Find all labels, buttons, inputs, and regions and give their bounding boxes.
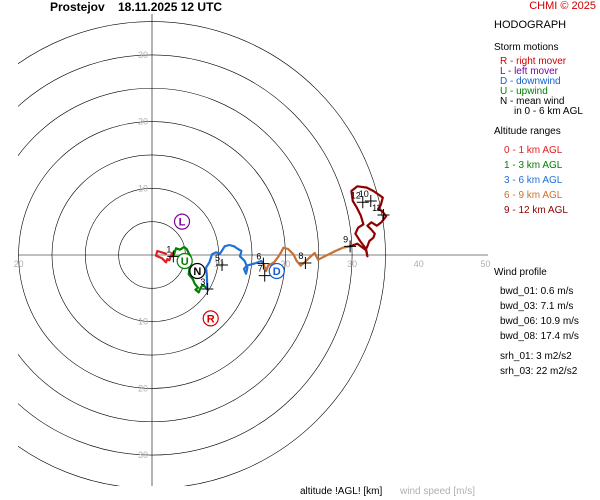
altitude-mark-label: 6: [256, 252, 261, 262]
altitude-mark-cross: [364, 194, 377, 207]
altitude-legend-item: 1 - 3 km AGL: [504, 160, 563, 171]
altitude-mark-cross: [201, 283, 214, 296]
altitude-legend-item: 0 - 1 km AGL: [504, 145, 563, 156]
storm-marker-circle: [189, 262, 206, 280]
altitude-mark-cross: [299, 257, 312, 270]
y-tick-label: 10: [138, 183, 148, 193]
storm-marker-label: D: [273, 266, 281, 278]
altitude-mark-cross: [344, 240, 357, 253]
altitude-mark-cross: [167, 250, 180, 263]
storm-legend-item: U - upwind: [500, 86, 548, 97]
altitude-mark-cross: [356, 196, 369, 209]
x-tick-label: 20: [280, 259, 290, 269]
altitude-mark-label: 1: [166, 244, 171, 254]
altitude-mark-label: 9: [343, 234, 348, 244]
wind-segment-line: [154, 249, 175, 264]
altitude-mark-label: 8: [298, 251, 303, 261]
y-tick-label: 20: [138, 383, 148, 393]
storm-legend-item: in 0 - 6 km AGL: [514, 106, 583, 117]
sounding-datetime: 18.11.2025 12 UTC: [118, 0, 223, 14]
altitude-ranges-title: Altitude ranges: [494, 126, 561, 137]
wind-profile-item: bwd_06: 10.9 m/s: [500, 316, 579, 327]
storm-marker-label: N: [193, 266, 201, 278]
storm-marker-label: R: [207, 313, 215, 325]
storm-legend-item: L - left mover: [500, 66, 558, 77]
y-tick-label: 30: [138, 50, 148, 60]
storm-marker-circle: [176, 252, 193, 270]
wind-profile-title: Wind profile: [494, 267, 547, 278]
storm-marker-label: U: [181, 256, 189, 268]
altitude-legend-item: 9 - 12 km AGL: [504, 205, 568, 216]
y-tick-label: 10: [138, 317, 148, 327]
altitude-mark-label: 12: [351, 190, 361, 200]
station-name: Prostejov: [50, 0, 105, 14]
x-tick-label: 40: [414, 259, 424, 269]
wind-profile-item: bwd_01: 0.6 m/s: [500, 286, 574, 297]
storm-marker-label: L: [179, 217, 186, 229]
wind-segment-line: [204, 243, 265, 291]
wind-segment-line: [262, 245, 352, 273]
altitude-mark-cross: [258, 269, 271, 282]
srh-item: srh_03: 22 m2/s2: [500, 366, 578, 377]
x-tick-label: 30: [347, 259, 357, 269]
storm-marker-circle: [202, 310, 219, 327]
altitude-legend-item: 6 - 9 km AGL: [504, 190, 563, 201]
storm-marker-circle: [268, 262, 285, 280]
wind-profile-item: bwd_08: 17.4 m/s: [500, 331, 579, 342]
altitude-mark-label: 7: [258, 264, 263, 274]
x-tick-label: 10: [214, 259, 224, 269]
altitude-mark-label: 10: [359, 189, 369, 199]
storm-motions-title: Storm motions: [494, 42, 559, 53]
storm-legend-item: N - mean wind: [500, 96, 565, 107]
storm-marker-circle: [173, 213, 191, 230]
altitude-mark-cross: [377, 208, 390, 221]
altitude-mark-cross: [257, 257, 270, 270]
wind-segment-line: [349, 185, 388, 258]
y-tick-label: 20: [138, 117, 148, 127]
hodograph-title: HODOGRAPH: [494, 19, 567, 31]
altitude-mark-cross: [216, 259, 229, 272]
wind-profile-item: bwd_03: 7.1 m/s: [500, 301, 574, 312]
y-tick-label: 30: [138, 450, 148, 460]
altitude-mark-label: 5: [215, 253, 220, 263]
speed-units-label: wind speed [m/s]: [400, 486, 476, 497]
x-tick-label: 20: [14, 259, 24, 269]
altitude-mark-label: 11: [372, 203, 381, 213]
x-tick-label: 50: [480, 259, 490, 269]
copyright-link[interactable]: CHMI © 2025: [529, 0, 596, 12]
wind-segment-line: [172, 245, 209, 294]
altitude-units-label: altitude !AGL! [km]: [300, 486, 383, 497]
srh-item: srh_01: 3 m2/s2: [500, 351, 572, 362]
storm-legend-item: R - right mover: [500, 56, 567, 67]
storm-legend-item: D - downwind: [500, 76, 561, 87]
altitude-legend-item: 3 - 6 km AGL: [504, 175, 563, 186]
altitude-mark-label: 3: [200, 277, 205, 287]
